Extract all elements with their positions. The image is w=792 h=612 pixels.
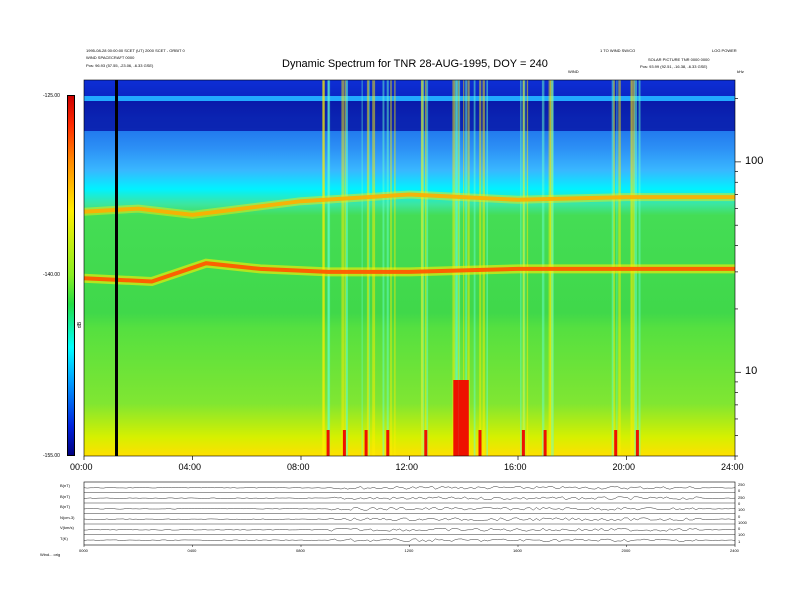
header-right-line2: SOLAR PICTURE TNR 0000 0000 (648, 57, 710, 62)
panel-x-tick-label: 1200 (404, 548, 414, 553)
panel-label: T(K) (60, 535, 68, 541)
burst-low-frequency (453, 380, 464, 456)
x-tick-label: 20:00 (612, 462, 636, 472)
burst-low-frequency (521, 430, 525, 456)
panel-trace (83, 538, 736, 543)
panel-right-value: 0 (738, 526, 741, 532)
panel-x-tick-label: 0400 (187, 548, 197, 553)
panel-right-value: 100 (738, 532, 745, 538)
upper-plasma-line (83, 192, 735, 217)
panel-trace (83, 496, 736, 501)
header-right-line3: Pos: 93.99 (92.51, -16.38, -6.33 GSE) (640, 64, 708, 69)
colorbar-tick-bottom: -155.00 (43, 453, 60, 459)
burst-low-frequency (364, 430, 368, 456)
y-tick-label: 10 (745, 365, 758, 378)
panel-label: B(nT) (60, 483, 70, 488)
header-left-line3: Pos: 96.93 (57.55, -23.06, -6.33 GSE) (86, 63, 154, 68)
panel-trace (83, 517, 736, 521)
burst-low-frequency (635, 430, 639, 456)
khz-label: kHz (737, 69, 744, 74)
panel-x-tick-label: 2400 (730, 548, 739, 553)
panel-right-value: 0 (738, 488, 741, 494)
x-tick-label: 00:00 (70, 462, 93, 472)
colorbar-tick-top: -125.00 (43, 93, 60, 99)
x-tick-label: 04:00 (178, 462, 202, 472)
x-tick-label: 12:00 (395, 462, 419, 472)
panel-label: B(nT) (60, 493, 70, 499)
header-left-line2: WIND SPACECRAFT 0000 (86, 55, 135, 60)
burst-low-frequency (342, 430, 346, 456)
panel-trace (83, 486, 736, 490)
panel-trace (83, 528, 736, 532)
dark-blue-band (84, 101, 735, 131)
cyan-band (84, 96, 735, 101)
y-tick-label: 100 (745, 154, 764, 167)
burst-low-frequency (386, 430, 390, 456)
panel-right-value: 100 (738, 507, 745, 513)
header-right-line1: 1 TO WIND SW/CO (600, 48, 636, 53)
panel-footer-left: Wind... orig (40, 552, 61, 557)
colorbar-tick-mid: -140.00 (43, 272, 60, 278)
chart-title: Dynamic Spectrum for TNR 28-AUG-1995, DO… (282, 58, 548, 70)
panel-right-value: 0 (738, 500, 741, 506)
panel-x-tick-label: 2000 (621, 548, 631, 553)
x-tick-label: 24:00 (721, 462, 744, 472)
upper-plasma-halo (83, 190, 735, 219)
colorbar (67, 95, 75, 456)
panel-label: N(cm-3) (60, 514, 75, 520)
header-left-line1: 1995-08-28 00:00:00 SCET (UT) 2000 SCET … (86, 48, 185, 53)
spectrogram-area (83, 79, 736, 457)
panel-right-value: 250 (738, 482, 745, 487)
panel-x-tick-label: 0000 (79, 548, 88, 553)
panel-label: B(nT) (60, 504, 70, 509)
burst-low-frequency (543, 430, 547, 456)
header-center-small: WIND (568, 69, 579, 74)
panel-right-value: 1000 (738, 519, 747, 525)
burst-low-frequency (424, 430, 428, 456)
x-tick-label: 08:00 (287, 462, 310, 472)
time-marker-line (115, 80, 118, 456)
panel-trace (83, 507, 736, 511)
header-right-line1b: LOG POWER (712, 48, 737, 53)
lower-plasma-line (83, 261, 735, 284)
burst-low-frequency (478, 430, 482, 456)
panel-x-tick-label: 0800 (296, 548, 305, 553)
burst-low-frequency (458, 380, 469, 456)
panel-right-value: 1 (738, 538, 741, 544)
panel-right-value: 250 (738, 494, 745, 500)
burst-low-frequency (614, 430, 618, 456)
x-tick-label: 16:00 (504, 462, 527, 472)
panel-x-tick-label: 1600 (513, 548, 522, 553)
dark-band-top (84, 80, 735, 96)
burst-low-frequency (326, 430, 330, 456)
panel-right-value: 0 (738, 513, 741, 519)
panel-label: V(km/s) (60, 525, 74, 530)
